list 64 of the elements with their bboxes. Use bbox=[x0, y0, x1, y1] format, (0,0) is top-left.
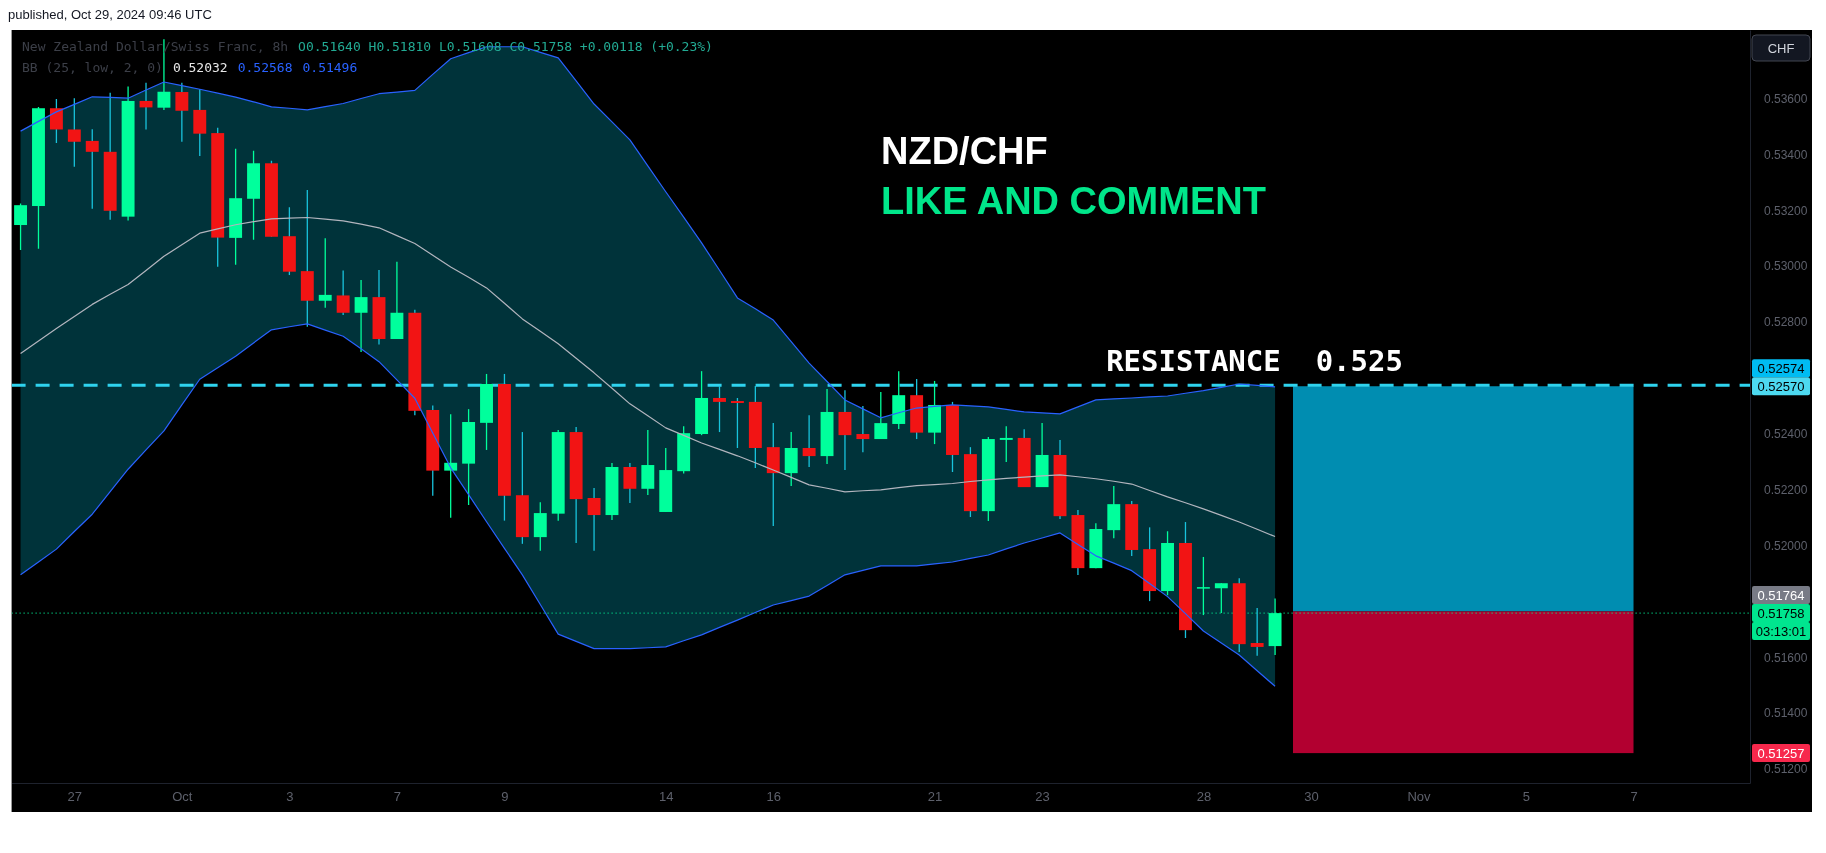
x-tick-label: 30 bbox=[1304, 789, 1319, 805]
y-tick-label: 0.53200 bbox=[1764, 203, 1808, 218]
x-tick-label: 7 bbox=[393, 789, 402, 805]
candlestick bbox=[730, 397, 744, 449]
text: 03:13:01 bbox=[1755, 623, 1807, 639]
y-tick-label: 0.51200 bbox=[1764, 762, 1808, 777]
candlestick bbox=[193, 88, 207, 157]
text: 0.51257 bbox=[1757, 745, 1805, 761]
candlestick bbox=[713, 385, 726, 433]
annotation: 0.52568 bbox=[237, 60, 293, 75]
x-tick-label: 16 bbox=[766, 789, 781, 805]
candlestick bbox=[444, 413, 458, 519]
candlestick bbox=[175, 82, 189, 143]
candlestick bbox=[856, 405, 870, 453]
y-tick-label: 0.52800 bbox=[1764, 315, 1808, 330]
x-tick-label: 14 bbox=[659, 789, 674, 805]
annotation: BB (25, low, 2, 0) bbox=[22, 60, 163, 75]
text: 0.51758 bbox=[1757, 605, 1805, 621]
y-tick-label: 0.52200 bbox=[1764, 482, 1808, 497]
x-tick-label: 28 bbox=[1196, 789, 1212, 805]
x-tick-label: 21 bbox=[927, 789, 943, 805]
y-tick-label: 0.51600 bbox=[1764, 650, 1808, 665]
candlestick bbox=[354, 279, 368, 353]
candlestick bbox=[336, 269, 350, 316]
annotation: NZD/CHF bbox=[881, 130, 1048, 172]
x-tick-label: 5 bbox=[1522, 789, 1531, 805]
x-tick-label: 7 bbox=[1630, 789, 1638, 805]
x-tick-label: 9 bbox=[501, 789, 509, 805]
x-tick-label: 23 bbox=[1035, 789, 1050, 805]
annotation: LIKE AND COMMENT bbox=[881, 180, 1266, 222]
y-tick-label: 0.51400 bbox=[1764, 706, 1808, 721]
x-tick-label: 3 bbox=[286, 789, 294, 805]
y-tick-label: 0.53400 bbox=[1764, 147, 1808, 162]
text: 0.51764 bbox=[1757, 587, 1805, 603]
text: 0.52570 bbox=[1757, 378, 1805, 394]
candlestick bbox=[838, 389, 852, 471]
candlestick bbox=[874, 391, 888, 440]
candlestick bbox=[67, 97, 81, 168]
x-tick-label: Nov bbox=[1407, 789, 1432, 805]
candlestick bbox=[802, 414, 816, 468]
x-tick-label: 27 bbox=[67, 789, 83, 805]
x-tick-label: Oct bbox=[172, 789, 193, 805]
candlestick bbox=[1250, 607, 1264, 657]
candlestick bbox=[641, 429, 655, 496]
y-tick-label: 0.52400 bbox=[1764, 427, 1808, 442]
candlestick bbox=[587, 487, 601, 552]
currency-button: CHF bbox=[1751, 34, 1811, 62]
candlestick bbox=[1214, 582, 1228, 614]
text: 0.52574 bbox=[1757, 360, 1805, 376]
y-tick-label: 0.53000 bbox=[1764, 259, 1808, 274]
annotation: O0.51640 H0.51810 L0.51608 C0.51758 +0.00118 (+0.23%) bbox=[298, 39, 713, 54]
y-tick-label: 0.52000 bbox=[1764, 538, 1808, 553]
candlestick bbox=[85, 128, 99, 210]
y-tick-label: 0.53600 bbox=[1764, 91, 1808, 106]
annotation: 0.52032 bbox=[172, 60, 228, 75]
annotation: 0.51496 bbox=[302, 60, 358, 75]
candlestick bbox=[999, 425, 1013, 463]
text: published, Oct 29, 2024 09:46 UTC bbox=[8, 7, 212, 22]
candlestick bbox=[318, 237, 332, 309]
candlestick bbox=[14, 202, 28, 251]
ref-line-label: RESISTANCE 0.525 bbox=[1106, 344, 1403, 379]
candlestick bbox=[1196, 556, 1210, 616]
candlestick bbox=[623, 462, 637, 504]
candlestick bbox=[49, 98, 63, 144]
